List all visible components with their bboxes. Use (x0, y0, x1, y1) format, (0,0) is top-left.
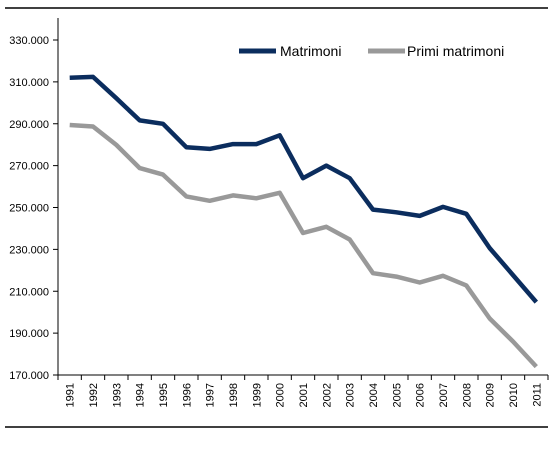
x-tick-label: 2009 (485, 383, 497, 407)
x-tick-label: 1997 (205, 383, 217, 407)
series-lines (69, 74, 539, 369)
x-tick-label: 1998 (228, 383, 240, 407)
series-line-matrimoni (69, 74, 539, 304)
x-tick-label: 2001 (298, 383, 310, 407)
x-tick-label: 2004 (368, 383, 380, 407)
x-tick-label: 1995 (158, 383, 170, 407)
x-tick-label: 1991 (65, 383, 77, 407)
x-tick-label: 2000 (275, 383, 287, 407)
x-tick-label: 1996 (181, 383, 193, 407)
y-axis-ticks: 170.000 190.000 210.000 230.000 250.000 270.0… (9, 35, 58, 382)
x-tick-label: 2006 (415, 383, 427, 407)
y-tick-label: 330.000 (9, 35, 49, 47)
y-tick-label: 250.000 (9, 203, 49, 215)
x-tick-label: 1992 (88, 383, 100, 407)
y-tick-label: 270.000 (9, 161, 49, 173)
x-tick-label: 2008 (461, 383, 473, 407)
y-tick-label: 190.000 (9, 328, 49, 340)
x-axis-ticks: 1991 1992 1993 1994 1995 1996 1997 1998 1999 2000… (57, 375, 549, 407)
x-tick-label: 2007 (438, 383, 450, 407)
y-tick-label: 210.000 (9, 286, 49, 298)
x-tick-label: 2011 (531, 383, 543, 407)
legend-item-primi-matrimoni: Primi matrimoni (368, 43, 504, 59)
y-tick-label: 230.000 (9, 244, 49, 256)
x-tick-label: 1999 (251, 383, 263, 407)
legend-label-primi-matrimoni: Primi matrimoni (407, 43, 504, 59)
x-tick-label: 1994 (135, 383, 147, 407)
series-line-primi-matrimoni (69, 122, 538, 369)
x-tick-label: 2010 (508, 383, 520, 407)
legend: Matrimoni Primi matrimoni (239, 43, 504, 59)
y-tick-label: 310.000 (9, 77, 49, 89)
x-tick-label: 2003 (345, 383, 357, 407)
legend-item-matrimoni: Matrimoni (239, 43, 341, 59)
x-tick-label: 2005 (391, 383, 403, 407)
legend-label-matrimoni: Matrimoni (280, 43, 341, 59)
x-tick-label: 1993 (111, 383, 123, 407)
y-tick-label: 170.000 (9, 370, 49, 382)
y-tick-label: 290.000 (9, 119, 49, 131)
x-tick-label: 2002 (321, 383, 333, 407)
